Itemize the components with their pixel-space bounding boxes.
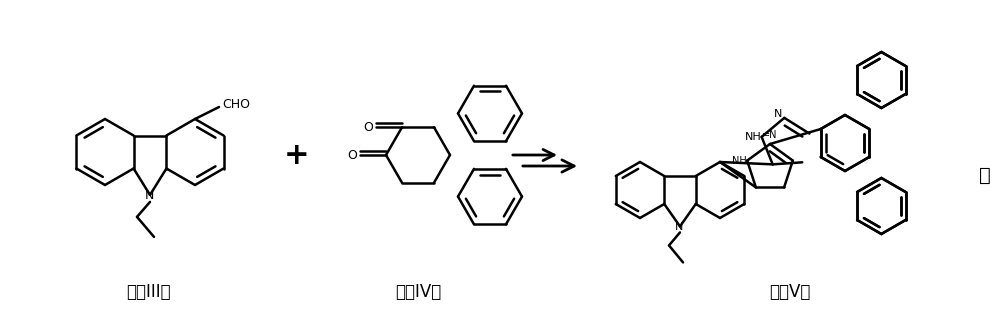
Text: 式（IV）: 式（IV） <box>395 283 441 301</box>
Text: N: N <box>675 222 683 232</box>
Text: 式（III）: 式（III） <box>126 283 170 301</box>
Text: N: N <box>144 189 154 203</box>
Text: O: O <box>363 121 373 134</box>
Text: NH: NH <box>732 156 747 166</box>
Text: =N: =N <box>762 130 778 140</box>
Text: N: N <box>774 109 783 119</box>
Text: 式（V）: 式（V） <box>769 283 811 301</box>
Text: +: + <box>284 140 310 170</box>
Text: CHO: CHO <box>222 98 250 111</box>
Text: NH: NH <box>745 132 762 142</box>
Text: ；: ； <box>979 165 991 185</box>
Text: O: O <box>347 148 357 161</box>
